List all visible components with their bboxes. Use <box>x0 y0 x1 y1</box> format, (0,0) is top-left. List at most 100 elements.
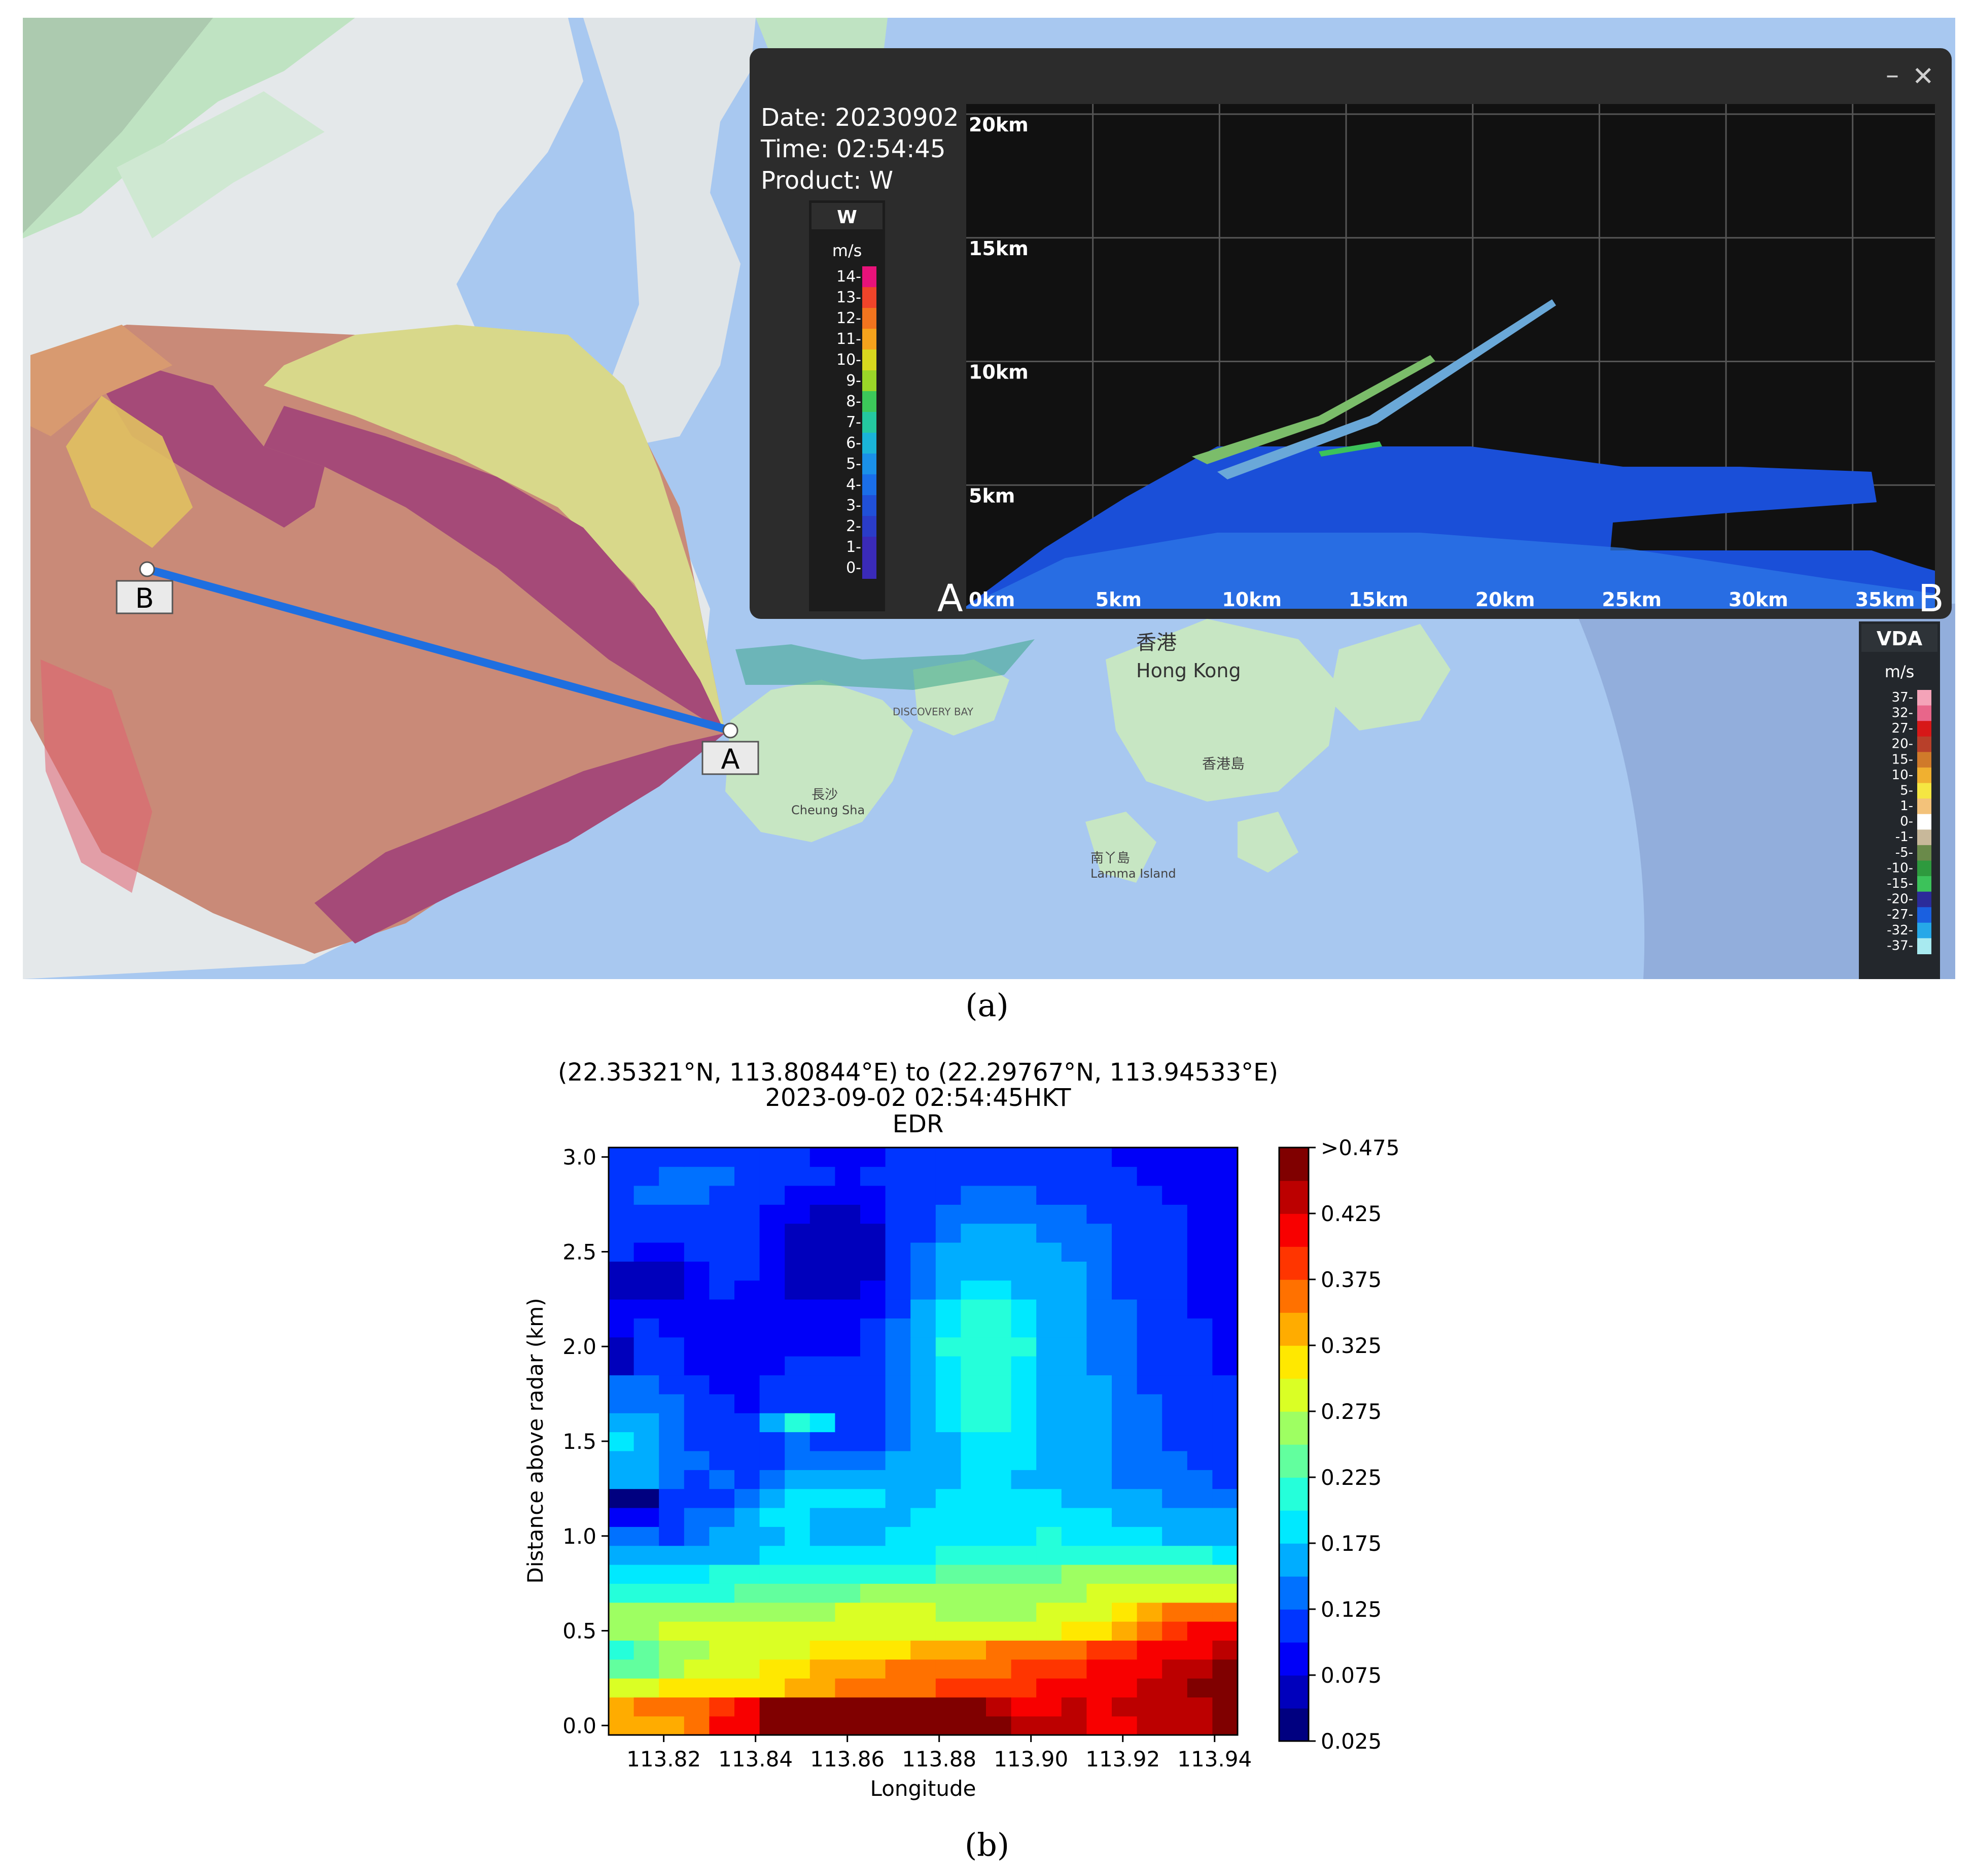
y-tick-label: 1.5 <box>562 1429 596 1454</box>
w-tick-label: 4- <box>846 476 861 494</box>
heatmap-cell <box>759 1526 785 1546</box>
heatmap-cell <box>1036 1299 1062 1318</box>
y-tick-label: 2.0 <box>562 1334 596 1359</box>
heatmap-cell <box>885 1507 911 1527</box>
heatmap-cell <box>860 1488 886 1508</box>
colorbar-segment <box>1279 1477 1309 1511</box>
heatmap-cell <box>1086 1148 1112 1167</box>
heatmap-cell <box>1162 1583 1188 1603</box>
heatmap-cell <box>1212 1394 1238 1413</box>
heatmap-cell <box>1061 1242 1087 1262</box>
heatmap-cell <box>709 1640 735 1660</box>
heatmap-cell <box>910 1432 936 1451</box>
heatmap-cell <box>684 1507 710 1527</box>
heatmap-cell <box>684 1166 710 1186</box>
heatmap-cell <box>935 1564 962 1584</box>
heatmap-cell <box>633 1488 659 1508</box>
heatmap-cell <box>1086 1678 1112 1698</box>
cs-x-tick-label: 30km <box>1729 588 1788 611</box>
vda-color-swatch <box>1917 891 1931 908</box>
heatmap-cell <box>684 1375 710 1395</box>
heatmap-cell <box>986 1621 1012 1641</box>
caption-a: (a) <box>965 987 1009 1024</box>
heatmap-cell <box>759 1375 785 1395</box>
heatmap-cell <box>1187 1526 1213 1546</box>
heatmap-cell <box>659 1507 685 1527</box>
heatmap-cell <box>785 1678 810 1698</box>
heatmap-cell <box>759 1280 785 1300</box>
heatmap-cell <box>986 1602 1012 1622</box>
heatmap-cell <box>785 1280 810 1300</box>
heatmap-cell <box>809 1526 836 1546</box>
heatmap-cell <box>1011 1412 1037 1433</box>
heatmap-cell <box>609 1640 634 1660</box>
cross-section-popup[interactable]: – ✕ Date: 20230902 Time: 02:54:45 Produc… <box>750 48 1952 620</box>
heatmap-cell <box>1162 1716 1188 1735</box>
heatmap-cell <box>986 1507 1012 1527</box>
heatmap-cell <box>684 1602 710 1622</box>
heatmap-cell <box>1187 1470 1213 1489</box>
minimize-button[interactable]: – <box>1886 60 1899 90</box>
heatmap-cell <box>1187 1280 1213 1300</box>
heatmap-cell <box>1112 1640 1138 1660</box>
heatmap-cell <box>986 1242 1012 1262</box>
heatmap-cell <box>609 1602 634 1622</box>
heatmap-cell <box>961 1678 986 1698</box>
heatmap-cell <box>809 1470 836 1489</box>
radar-echo-overlay <box>30 325 1035 954</box>
heatmap-cell <box>910 1356 936 1376</box>
heatmap-cell <box>709 1488 735 1508</box>
heatmap-cell <box>1162 1242 1188 1262</box>
point-b-marker[interactable] <box>139 561 155 577</box>
colorbar-tick-label: 0.275 <box>1321 1399 1382 1424</box>
heatmap-cell <box>684 1318 710 1338</box>
heatmap-cell <box>835 1356 861 1376</box>
heatmap-cell <box>1036 1602 1062 1622</box>
heatmap-cell <box>1112 1432 1138 1451</box>
heatmap-cell <box>609 1394 634 1413</box>
heatmap-cell <box>1162 1564 1188 1584</box>
heatmap-cell <box>684 1545 710 1565</box>
heatmap-cell <box>1187 1166 1213 1186</box>
w-tick-label: 8- <box>846 393 861 410</box>
heatmap-cell <box>1162 1697 1188 1717</box>
vda-tick-label: -32- <box>1887 923 1913 938</box>
heatmap-cell <box>935 1583 962 1603</box>
heatmap-cell <box>986 1223 1012 1243</box>
heatmap-cell <box>785 1412 810 1433</box>
heatmap-cell <box>935 1318 962 1338</box>
heatmap-cell <box>961 1545 986 1565</box>
heatmap-cell <box>910 1299 936 1318</box>
point-a-marker[interactable] <box>722 722 738 739</box>
heatmap-cell <box>986 1356 1012 1376</box>
colorbar-segment <box>1279 1345 1309 1379</box>
heatmap-cell <box>1086 1356 1112 1376</box>
heatmap-cell <box>633 1602 659 1622</box>
heatmap-cell <box>1036 1470 1062 1489</box>
heatmap-cell <box>860 1659 886 1679</box>
heatmap-cell <box>785 1432 810 1451</box>
heatmap-cell <box>709 1261 735 1281</box>
cross-section-line[interactable]: B A <box>116 561 759 775</box>
heatmap-cell <box>1061 1356 1087 1376</box>
x-tick-label: 113.82 <box>626 1747 701 1771</box>
heatmap-cell <box>709 1318 735 1338</box>
close-button[interactable]: ✕ <box>1912 61 1934 92</box>
heatmap-cell <box>1162 1488 1188 1508</box>
heatmap-cell <box>1162 1356 1188 1376</box>
heatmap-cell <box>910 1280 936 1300</box>
heatmap-cell <box>1112 1318 1138 1338</box>
heatmap-cell <box>885 1583 911 1603</box>
heatmap-cell <box>986 1299 1012 1318</box>
heatmap-cell <box>1137 1280 1162 1300</box>
heatmap-cell <box>1036 1659 1062 1679</box>
heatmap-cell <box>1086 1242 1112 1262</box>
heatmap-cell <box>785 1583 810 1603</box>
popup-endpoint-b: B <box>1918 577 1944 620</box>
heatmap-cell <box>709 1470 735 1489</box>
heatmap-cell <box>633 1318 659 1338</box>
heatmap-cell <box>1011 1280 1037 1300</box>
heatmap-cell <box>759 1166 785 1186</box>
lamma-zh-label: 南丫島 <box>1090 851 1130 866</box>
heatmap-cell <box>835 1583 861 1603</box>
